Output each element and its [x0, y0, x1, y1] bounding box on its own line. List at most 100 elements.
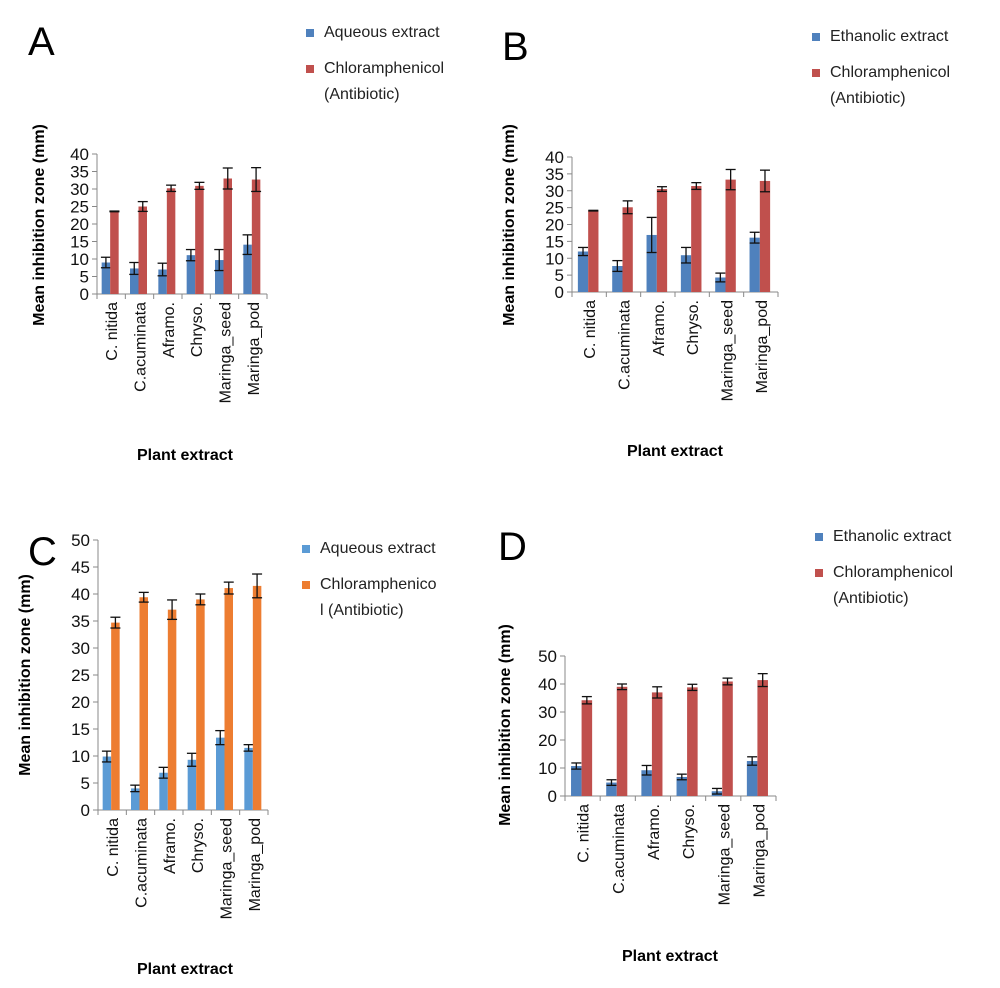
x-axis-title: Plant extract: [627, 443, 724, 460]
y-tick-label: 20: [71, 693, 90, 712]
panel-letter: A: [28, 20, 55, 64]
y-tick-label: 30: [71, 639, 90, 658]
bar-extract: [131, 788, 140, 810]
y-tick-label: 20: [538, 731, 557, 750]
y-tick-label: 20: [545, 216, 564, 235]
bar-antibiotic: [196, 599, 205, 810]
x-tick-label: Chryso.: [681, 804, 698, 859]
legend-item: Ethanolic extract: [815, 524, 1000, 550]
x-axis-title: Plant extract: [137, 961, 234, 978]
legend: Ethanolic extract Chloramphenicol (Antibi…: [812, 24, 979, 122]
legend-item: Chloramphenicol (Antibiotic): [815, 560, 1000, 612]
x-tick-label: Chryso.: [685, 300, 702, 355]
y-tick-label: 15: [545, 232, 564, 251]
y-tick-label: 10: [538, 759, 557, 778]
bar-extract: [680, 255, 692, 292]
bar-extract: [571, 766, 582, 796]
bar-extract: [216, 737, 225, 810]
legend-item: Chloramphenicol (Antibiotic): [306, 56, 452, 108]
y-tick-label: 0: [548, 787, 557, 806]
bar-antibiotic: [223, 178, 232, 294]
legend-swatch: [812, 33, 820, 41]
bar-antibiotic: [111, 622, 120, 810]
bar-antibiotic: [581, 700, 593, 796]
bar-extract: [187, 759, 197, 810]
y-tick-label: 35: [70, 163, 89, 182]
bar-antibiotic: [651, 692, 663, 796]
y-tick-label: 10: [71, 747, 90, 766]
legend-label: Aqueous extract: [320, 540, 436, 557]
bar-extract: [102, 756, 112, 810]
y-tick-label: 0: [81, 801, 90, 820]
y-tick-label: 35: [71, 612, 90, 631]
bar-antibiotic: [166, 188, 176, 294]
x-tick-label: Maringa_pod: [754, 300, 771, 393]
legend-label: Chloramphenicol (Antibiotic): [830, 64, 951, 107]
x-tick-label: Maringa_seed: [720, 300, 737, 401]
x-tick-label: Maringa_pod: [247, 818, 264, 911]
bar-extract: [577, 251, 589, 292]
bar-extract: [749, 237, 760, 292]
x-tick-label: C.acuminata: [134, 818, 151, 908]
y-axis-title: Mean inhibition zone (mm): [497, 624, 514, 826]
bar-extract: [158, 269, 167, 294]
bar-antibiotic: [252, 585, 262, 810]
x-tick-label: Maringa_seed: [219, 818, 236, 919]
panel-letter: D: [498, 525, 527, 569]
x-tick-label: C.acuminata: [133, 302, 150, 392]
bar-extract: [676, 776, 688, 796]
y-axis-title: Mean inhibition zone (mm): [31, 124, 48, 326]
panel-letter: C: [28, 530, 57, 574]
bar-extract: [244, 747, 253, 810]
bar-antibiotic: [725, 179, 736, 292]
y-tick-label: 5: [80, 268, 89, 287]
legend-label: Ethanolic extract: [830, 28, 949, 45]
y-tick-label: 20: [70, 215, 89, 234]
y-tick-label: 0: [80, 285, 89, 304]
x-tick-label: C. nitida: [576, 804, 593, 863]
x-axis-title: Plant extract: [137, 447, 234, 464]
legend-swatch: [815, 569, 823, 577]
legend-item: Chloramphenicol (Antibiotic): [812, 60, 979, 112]
bar-antibiotic: [195, 185, 204, 294]
bar-antibiotic: [224, 588, 233, 810]
x-tick-label: C.acuminata: [617, 300, 634, 390]
legend-item: Chloramphenicol (Antibiotic): [302, 572, 438, 624]
bar-antibiotic: [110, 211, 119, 294]
legend-item: Aqueous extract: [302, 536, 438, 562]
legend-swatch: [306, 29, 314, 37]
x-tick-label: C. nitida: [105, 818, 122, 877]
y-tick-label: 25: [545, 199, 564, 218]
y-tick-label: 5: [555, 266, 564, 285]
bar-extract: [215, 260, 224, 294]
legend: Aqueous extract Chloramphenicol (Antibiot…: [306, 20, 452, 118]
legend-label: Chloramphenicol (Antibiotic): [833, 564, 954, 607]
x-tick-label: Maringa_seed: [218, 302, 235, 403]
legend-swatch: [302, 581, 310, 589]
bar-extract: [715, 277, 726, 292]
legend: Ethanolic extract Chloramphenicol (Antibi…: [815, 524, 1000, 622]
y-tick-label: 25: [71, 666, 90, 685]
legend-item: Ethanolic extract: [812, 24, 979, 50]
bar-antibiotic: [167, 609, 177, 810]
x-tick-label: Chryso.: [190, 818, 207, 873]
legend-label: Chloramphenicol (Antibiotic): [324, 60, 445, 103]
bar-antibiotic: [757, 680, 768, 796]
y-tick-label: 40: [71, 585, 90, 604]
x-tick-label: Maringa_pod: [751, 804, 768, 897]
bar-extract: [101, 262, 111, 294]
legend-swatch: [815, 533, 823, 541]
bar-antibiotic: [722, 681, 733, 796]
y-tick-label: 40: [70, 145, 89, 164]
bar-antibiotic: [616, 686, 628, 796]
bar-antibiotic: [759, 180, 771, 292]
y-tick-label: 30: [545, 182, 564, 201]
legend: Aqueous extract Chloramphenicol (Antibiot…: [302, 536, 438, 634]
panel-d: D 0 10 20 30 40 50 C. nitida C.acuminata Aframo. C…: [497, 525, 777, 965]
y-tick-label: 50: [538, 647, 557, 666]
x-tick-label: Aframo.: [646, 804, 663, 860]
y-tick-label: 50: [71, 531, 90, 550]
bar-extract: [646, 234, 657, 292]
